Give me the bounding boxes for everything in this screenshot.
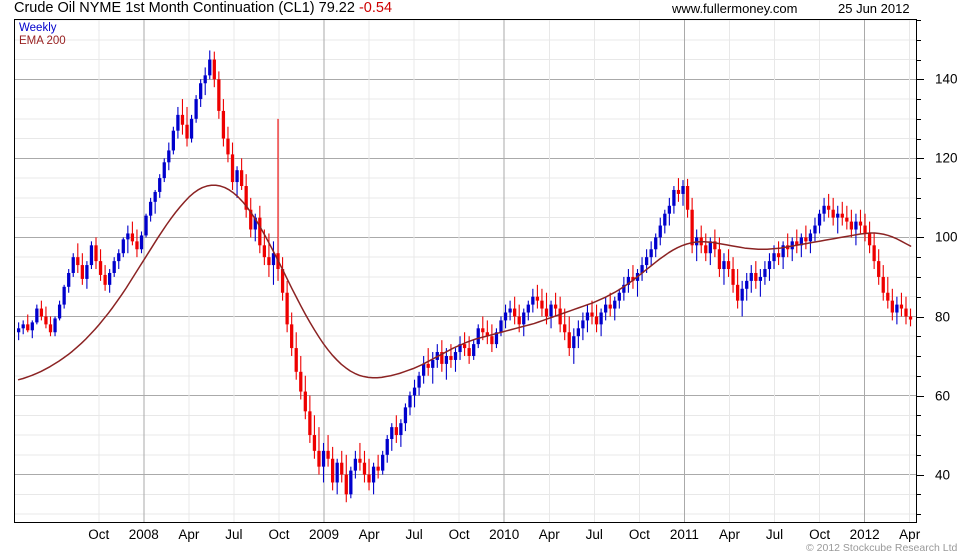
x-axis-label: Oct [628,527,650,542]
y-axis-tick [917,276,921,278]
x-axis-label: 2010 [489,527,520,542]
y-axis: 40 60 80 100 120 140 [917,19,980,524]
y-axis-tick [917,178,921,180]
y-axis-tick [917,99,921,101]
y-axis-tick [917,454,921,456]
x-axis-label: Jul [765,527,784,542]
chart-legend: Weekly EMA 200 [19,22,66,48]
y-axis-label: 120 [935,150,958,166]
y-axis-tick [917,336,921,338]
x-axis-label: Jul [405,527,423,542]
y-axis-tick [917,118,921,120]
y-axis-tick [917,20,921,21]
y-axis-tick [917,316,924,318]
y-axis-tick [917,395,924,397]
y-axis-tick [917,237,924,239]
x-axis-label: Jul [225,527,243,542]
y-axis-tick [917,39,921,41]
x-axis-label: Apr [538,527,560,542]
website-link[interactable]: www.fullermoney.com [672,1,798,16]
price-series [17,50,913,503]
x-axis-label: 2011 [669,527,699,542]
gridlines [15,20,916,522]
copyright-notice: © 2012 Stockcube Research Ltd [806,542,958,554]
x-axis-label: 2012 [849,527,880,542]
x-axis-label: Apr [718,527,741,542]
y-axis-label: 60 [935,388,951,403]
legend-item-ema200: EMA 200 [19,35,66,47]
y-axis-tick [917,375,921,377]
y-axis-tick [917,296,921,298]
y-axis-tick [917,356,921,357]
y-axis-tick [917,138,921,140]
y-axis-tick [917,79,924,81]
y-axis-tick [917,415,921,417]
x-axis-label: Oct [809,527,831,542]
y-axis-label: 100 [935,229,958,245]
plot-area[interactable]: Weekly EMA 200 [14,19,917,523]
y-axis-tick [917,474,924,476]
instrument-title: Crude Oil NYME 1st Month Continuation (C… [14,0,359,16]
chart-header: Crude Oil NYME 1st Month Continuation (C… [0,0,980,19]
x-axis-label: Apr [358,527,380,542]
x-axis-label: Oct [268,527,290,542]
x-axis-label: Oct [448,527,470,542]
x-axis-label: Apr [899,527,921,542]
y-axis-tick [917,217,921,219]
x-axis-label: 2009 [308,527,340,542]
y-axis-tick [917,514,921,516]
x-axis-label: Jul [585,527,603,542]
x-axis-label: Apr [178,527,200,542]
price-change: -0.54 [358,0,393,16]
y-axis-tick [917,257,921,259]
y-axis-tick [917,197,921,199]
y-axis-tick [917,435,921,436]
y-axis-label: 80 [935,309,951,324]
x-axis-label: 2008 [128,527,159,542]
y-axis-tick [917,59,921,61]
y-axis-tick [917,494,921,496]
y-axis-tick [917,158,924,160]
y-axis-label: 40 [935,467,951,483]
chart-date: 25 Jun 2012 [838,1,910,16]
x-axis: Oct 2008 Apr Jul Oct 2009 Apr Jul Oct 2010 Apr Jul O… [14,524,921,546]
page-title: Crude Oil NYME 1st Month Continuation (C… [14,0,392,16]
y-axis-label: 140 [935,71,958,87]
x-axis-label: Oct [88,527,110,542]
legend-item-weekly: Weekly [19,22,57,34]
